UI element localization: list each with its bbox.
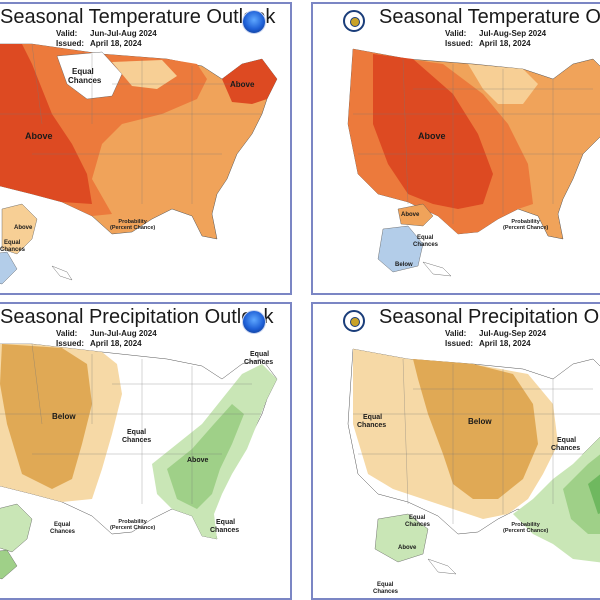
label-above-alaska: Above — [14, 225, 33, 231]
panel-precip-jas: Equal Chances Below Equal Chances Equal Cha… — [311, 302, 600, 600]
label-equal-chances: Equal Chances — [68, 67, 102, 85]
equal-chances-region — [56, 51, 123, 100]
label-equal-chances-northeast: Equal Chances — [244, 351, 273, 366]
temp-jas-map: Above Above Equal Chances Below — [347, 48, 600, 277]
alaska-above-region — [0, 503, 33, 553]
southeast-above-strong-region — [588, 474, 600, 514]
label-equal-chances-west: Equal Chances — [357, 414, 386, 429]
label-below-central: Below — [468, 417, 492, 426]
label-below-alaska: Below — [395, 262, 413, 268]
alaska-panhandle — [422, 261, 452, 277]
southeast-light-above-region — [513, 437, 600, 563]
panel-temp-jas: Above Above Equal Chances Below Seasonal … — [311, 2, 600, 295]
label-equal-chances-alaska: Equal Chances — [413, 235, 439, 248]
label-equal-chances-central: Equal Chances — [122, 429, 151, 444]
state-borders — [0, 43, 262, 204]
valid-line: Valid: Jun-Jul-Aug 2024 — [56, 29, 157, 38]
interior-max-region — [373, 54, 493, 209]
issued-line: Issued: April 18, 2024 — [56, 339, 142, 348]
label-above-east: Above — [187, 457, 209, 464]
legend-title: Probability — [118, 519, 147, 525]
panel-title: Seasonal Precipitation Outlook — [379, 306, 600, 328]
alaska-above-strong-region — [0, 549, 18, 580]
precip-jas-map: Equal Chances Below Equal Chances Equal Cha… — [347, 348, 600, 595]
panel-temp-jja: Above Above Equal Chances Above Equal Chan… — [0, 2, 292, 295]
label-equal-chances-aleutians: Equal Chances — [373, 582, 399, 595]
legend-title: Probability — [118, 219, 147, 225]
legend-subtitle: (Percent Chance) — [110, 525, 156, 531]
legend-title: Probability — [511, 219, 540, 225]
alaska-east-region — [1, 203, 38, 255]
legend-title: Probability — [511, 522, 540, 528]
label-equal-chances-alaska: Equal Chances — [50, 522, 76, 535]
legend-subtitle: (Percent Chance) — [503, 225, 549, 231]
state-borders — [0, 343, 262, 504]
issued-line: Issued: April 18, 2024 — [56, 39, 142, 48]
central-below-region — [413, 359, 538, 499]
label-above-interior: Above — [418, 131, 446, 141]
commerce-seal-icon — [343, 310, 365, 332]
north-light-region — [112, 60, 177, 89]
label-above-alaska: Above — [398, 545, 417, 551]
valid-line: Valid: Jun-Jul-Aug 2024 — [56, 329, 157, 338]
temp-jja-map: Above Above Equal Chances Above Equal Chan… — [0, 43, 278, 285]
noaa-logo-icon — [242, 310, 266, 334]
issued-line: Issued: April 18, 2024 — [445, 39, 531, 48]
panel-title: Seasonal Temperature Outlook — [379, 6, 600, 28]
west-below-region — [0, 344, 92, 489]
commerce-seal-icon — [343, 10, 365, 32]
east-above-region — [167, 404, 244, 509]
noaa-logo-icon — [242, 10, 266, 34]
valid-line: Valid: Jul-Aug-Sep 2024 — [445, 329, 547, 338]
alaska-above-region — [374, 513, 429, 563]
legend: Probability (Percent Chance) — [110, 219, 155, 231]
west-max-region — [0, 44, 92, 204]
label-equal-chances-alaska: Equal Chances — [405, 515, 431, 528]
alaska-above-region — [397, 203, 434, 227]
state-borders — [353, 358, 600, 524]
legend: Probability (Percent Chance) — [503, 522, 548, 534]
label-equal-chances-florida: Equal Chances — [210, 519, 239, 534]
panel-title: Seasonal Precipitation Outlook — [0, 306, 274, 328]
label-equal-chances-east: Equal Chances — [551, 437, 580, 452]
label-equal-chances-alaska: Equal Chances — [0, 240, 26, 253]
label-above-alaska: Above — [401, 212, 420, 218]
issued-line: Issued: April 18, 2024 — [445, 339, 531, 348]
panel-title: Seasonal Temperature Outlook — [0, 6, 276, 28]
southeast-above-region — [563, 454, 600, 534]
legend: Probability (Percent Chance) — [110, 519, 155, 531]
alaska-below-region — [0, 251, 18, 285]
label-below-west: Below — [52, 412, 76, 421]
valid-line: Valid: Jul-Aug-Sep 2024 — [445, 29, 547, 38]
alaska-panhandle — [51, 265, 73, 281]
alaska-panhandle — [427, 558, 457, 575]
northeast-max-region — [222, 59, 277, 104]
legend-subtitle: (Percent Chance) — [503, 528, 549, 534]
state-borders — [353, 58, 600, 224]
alaska-below-region — [377, 225, 424, 273]
legend-subtitle: (Percent Chance) — [110, 225, 156, 231]
label-above-west: Above — [25, 131, 53, 141]
label-above-northeast: Above — [230, 80, 255, 89]
legend: Probability (Percent Chance) — [503, 219, 548, 231]
precip-jja-map: Below Equal Chances Above Equal Chances Eq… — [0, 343, 278, 580]
panel-precip-jja: Below Equal Chances Above Equal Chances Eq… — [0, 302, 292, 600]
